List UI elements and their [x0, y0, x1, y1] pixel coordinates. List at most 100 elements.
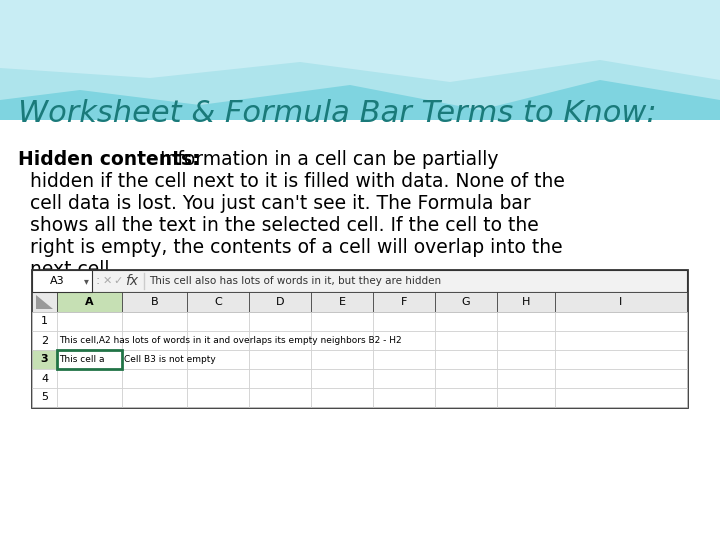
Text: :: :: [96, 274, 100, 287]
Bar: [373, 350, 435, 369]
Bar: [555, 312, 687, 331]
Bar: [373, 312, 435, 331]
Bar: [311, 350, 373, 369]
Bar: [435, 369, 497, 388]
Text: cell data is lost. You just can't see it. The Formula bar: cell data is lost. You just can't see it…: [18, 194, 531, 213]
Bar: [57, 292, 122, 312]
Text: I: I: [619, 297, 623, 307]
Bar: [32, 388, 57, 407]
Bar: [249, 331, 311, 350]
Bar: [187, 350, 249, 369]
Text: C: C: [214, 297, 222, 307]
Bar: [435, 292, 497, 312]
Text: Information in a cell can be partially: Information in a cell can be partially: [154, 150, 498, 169]
Polygon shape: [0, 0, 720, 82]
Bar: [435, 388, 497, 407]
Bar: [0, 120, 720, 540]
Bar: [497, 350, 555, 369]
Bar: [497, 369, 555, 388]
Text: A3: A3: [50, 276, 65, 286]
Bar: [311, 388, 373, 407]
Bar: [373, 388, 435, 407]
Polygon shape: [0, 0, 720, 150]
Bar: [311, 312, 373, 331]
Bar: [57, 312, 122, 331]
Bar: [57, 331, 122, 350]
Bar: [32, 270, 687, 407]
Text: 2: 2: [41, 335, 48, 346]
Text: shows all the text in the selected cell. If the cell to the: shows all the text in the selected cell.…: [18, 216, 539, 235]
Text: Hidden contents:: Hidden contents:: [18, 150, 199, 169]
Bar: [32, 270, 92, 292]
Bar: [32, 312, 57, 331]
Text: ✕: ✕: [102, 276, 112, 286]
Bar: [497, 292, 555, 312]
Text: right is empty, the contents of a cell will overlap into the: right is empty, the contents of a cell w…: [18, 238, 562, 257]
Bar: [555, 331, 687, 350]
Text: 3: 3: [41, 354, 48, 364]
Bar: [249, 292, 311, 312]
Polygon shape: [0, 0, 720, 110]
Bar: [122, 292, 187, 312]
Bar: [57, 388, 122, 407]
Bar: [435, 350, 497, 369]
Bar: [311, 292, 373, 312]
Bar: [555, 292, 687, 312]
Bar: [122, 312, 187, 331]
Text: Worksheet & Formula Bar Terms to Know:: Worksheet & Formula Bar Terms to Know:: [18, 99, 657, 128]
Bar: [57, 369, 122, 388]
Bar: [187, 369, 249, 388]
Text: A: A: [85, 297, 94, 307]
Bar: [32, 350, 57, 369]
Bar: [57, 350, 122, 369]
Bar: [32, 369, 57, 388]
Bar: [311, 331, 373, 350]
Text: hidden if the cell next to it is filled with data. None of the: hidden if the cell next to it is filled …: [18, 172, 565, 191]
Text: next cell.: next cell.: [18, 260, 115, 279]
Bar: [373, 369, 435, 388]
Bar: [497, 312, 555, 331]
Polygon shape: [36, 295, 53, 309]
Text: 1: 1: [41, 316, 48, 327]
Bar: [435, 312, 497, 331]
Bar: [122, 331, 187, 350]
Text: H: H: [522, 297, 530, 307]
Bar: [32, 331, 57, 350]
Text: 5: 5: [41, 393, 48, 402]
Bar: [249, 369, 311, 388]
Bar: [373, 331, 435, 350]
Bar: [57, 350, 122, 369]
Text: Cell B3 is not empty: Cell B3 is not empty: [124, 355, 216, 364]
Text: E: E: [338, 297, 346, 307]
Text: F: F: [401, 297, 408, 307]
Bar: [32, 270, 687, 292]
Text: 4: 4: [41, 374, 48, 383]
Bar: [122, 350, 187, 369]
Bar: [187, 312, 249, 331]
Bar: [435, 331, 497, 350]
Bar: [555, 388, 687, 407]
Bar: [122, 388, 187, 407]
Bar: [249, 350, 311, 369]
Text: This cell a: This cell a: [59, 355, 104, 364]
Bar: [187, 388, 249, 407]
Bar: [311, 369, 373, 388]
Bar: [373, 292, 435, 312]
Text: B: B: [150, 297, 158, 307]
Text: ▾: ▾: [84, 276, 89, 286]
Bar: [555, 369, 687, 388]
Bar: [249, 312, 311, 331]
Bar: [555, 350, 687, 369]
Text: D: D: [276, 297, 284, 307]
Bar: [249, 388, 311, 407]
Bar: [187, 292, 249, 312]
Text: G: G: [462, 297, 470, 307]
Text: This cell also has lots of words in it, but they are hidden: This cell also has lots of words in it, …: [149, 276, 441, 286]
Bar: [32, 292, 57, 312]
Text: This cell,A2 has lots of words in it and overlaps its empty neighbors B2 - H2: This cell,A2 has lots of words in it and…: [59, 336, 402, 345]
Bar: [122, 369, 187, 388]
Bar: [497, 331, 555, 350]
Text: fx: fx: [125, 274, 138, 288]
Text: ✓: ✓: [113, 276, 122, 286]
Bar: [187, 331, 249, 350]
